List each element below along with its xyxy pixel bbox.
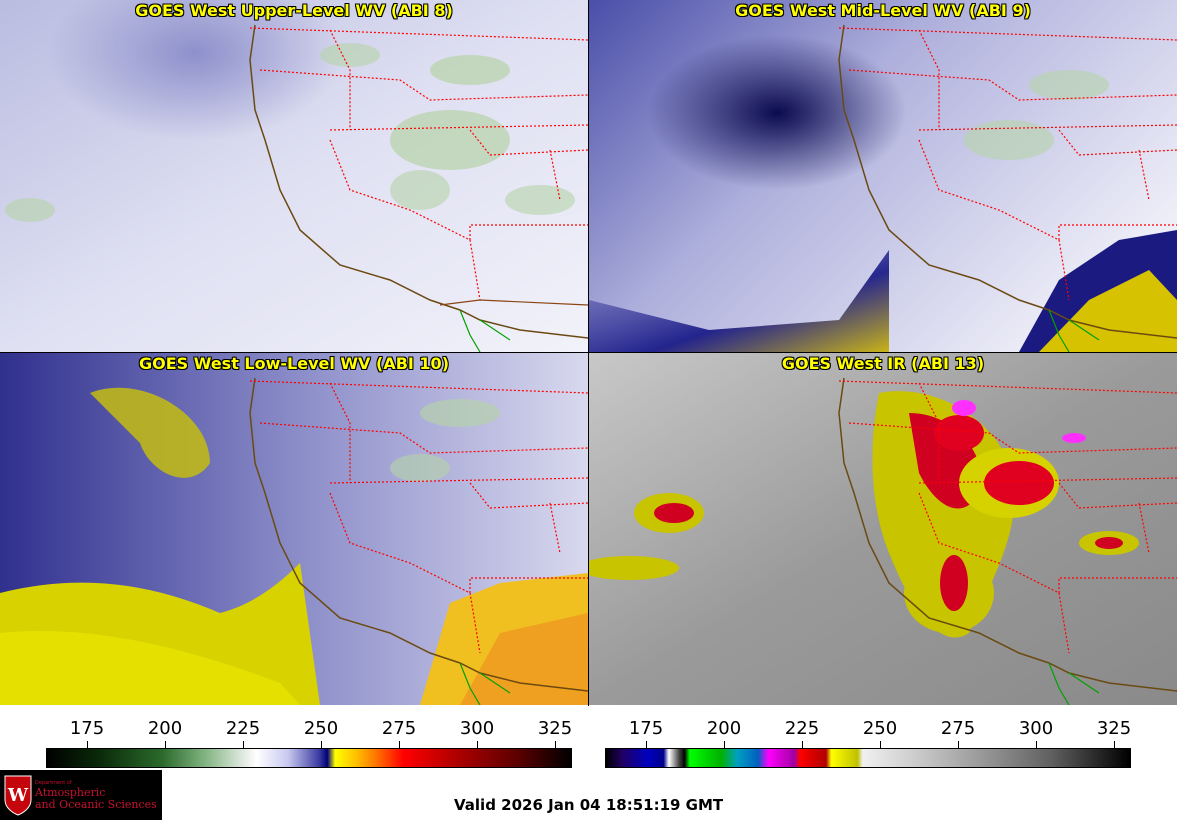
low-level-wv-panel: GOES West Low-Level WV (ABI 10): [0, 353, 588, 705]
mid-level-wv-title: GOES West Mid-Level WV (ABI 9): [735, 1, 1031, 20]
wv-tick: [555, 741, 556, 748]
logo-department-line: Department of: [35, 780, 72, 786]
wv-tick: [165, 741, 166, 748]
ir-panel: GOES West IR (ABI 13): [589, 353, 1177, 705]
low-level-wv-image: [0, 353, 588, 705]
wv-tick-label: 325: [537, 718, 573, 739]
aos-logo[interactable]: W Department of Atmospheric and Oceanic …: [0, 770, 162, 820]
ir-tick-label: 325: [1096, 718, 1132, 739]
panel-divider-vertical: [588, 0, 589, 706]
ir-tick: [1036, 741, 1037, 748]
mid-level-wv-image: [589, 0, 1177, 352]
wv-tick: [321, 741, 322, 748]
ir-tick: [646, 741, 647, 748]
ir-tick-label: 225: [784, 718, 820, 739]
upper-level-wv-image: [0, 0, 588, 352]
ir-image: [589, 353, 1177, 705]
wv-tick-label: 200: [147, 718, 183, 739]
ir-tick: [802, 741, 803, 748]
ir-title: GOES West IR (ABI 13): [781, 354, 985, 373]
ir-tick-label: 250: [862, 718, 898, 739]
ir-tick-label: 300: [1018, 718, 1054, 739]
wv-tick: [399, 741, 400, 748]
ir-tick: [1114, 741, 1115, 748]
wv-tick-label: 300: [459, 718, 495, 739]
wv-tick: [477, 741, 478, 748]
panel-divider-horizontal: [0, 352, 1177, 353]
uw-seal-icon: W: [4, 775, 32, 816]
wv-tick: [243, 741, 244, 748]
wv-tick-label: 275: [381, 718, 417, 739]
wv-tick-label: 250: [303, 718, 339, 739]
ir-tick-label: 275: [940, 718, 976, 739]
ir-tick-label: 175: [628, 718, 664, 739]
logo-atmospheric-line: Atmospheric: [35, 786, 106, 799]
ir-tick: [958, 741, 959, 748]
wv-tick: [87, 741, 88, 748]
ir-tick: [724, 741, 725, 748]
upper-level-wv-title: GOES West Upper-Level WV (ABI 8): [135, 1, 453, 20]
seal-letter: W: [7, 785, 29, 806]
wv-tick-label: 225: [225, 718, 261, 739]
ir-tick-label: 200: [706, 718, 742, 739]
logo-oceanic-line: and Oceanic Sciences: [35, 798, 157, 811]
wv-tick-label: 175: [69, 718, 105, 739]
low-level-wv-title: GOES West Low-Level WV (ABI 10): [138, 354, 449, 373]
ir-colorbar: [605, 748, 1131, 768]
mid-level-wv-panel: GOES West Mid-Level WV (ABI 9): [589, 0, 1177, 352]
upper-level-wv-panel: GOES West Upper-Level WV (ABI 8): [0, 0, 588, 352]
valid-time: Valid 2026 Jan 04 18:51:19 GMT: [454, 796, 724, 814]
wv-colorbar: [46, 748, 572, 768]
ir-tick: [880, 741, 881, 748]
